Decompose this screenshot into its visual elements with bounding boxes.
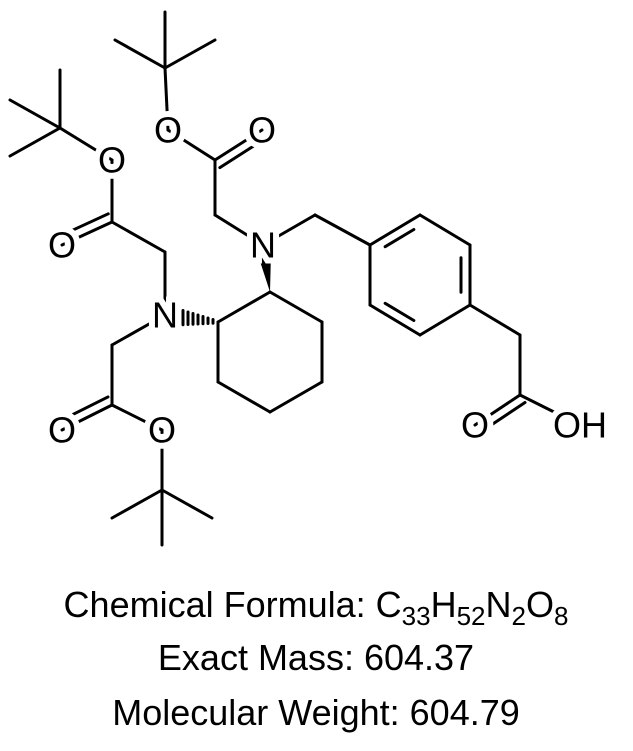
- bond: [110, 313, 167, 347]
- bond: [163, 66, 170, 132]
- bond: [163, 38, 217, 70]
- molecular-weight: Molecular Weight: 604.79: [112, 692, 520, 733]
- formula-label: Chemical Formula:: [64, 584, 366, 625]
- bond: [368, 213, 422, 247]
- bond: [113, 38, 167, 70]
- bond: [478, 400, 527, 434]
- chemical-formula: Chemical Formula: C33H52N2O8: [64, 584, 569, 631]
- atom-label: O: [461, 405, 489, 446]
- formula-element: N: [486, 584, 512, 625]
- formula-subscript: 52: [457, 601, 486, 631]
- atom-label: O: [48, 410, 76, 451]
- formula-element: O: [526, 584, 554, 625]
- bond: [216, 380, 272, 414]
- atom-label: O: [148, 410, 176, 451]
- atom-label: O: [248, 110, 276, 151]
- bond: [213, 128, 264, 162]
- bond: [110, 488, 164, 520]
- formula-element: H: [431, 584, 457, 625]
- formula-subscript: 33: [402, 601, 431, 631]
- bond: [218, 136, 269, 170]
- bond: [268, 290, 324, 324]
- bond: [383, 227, 416, 249]
- bond: [473, 393, 522, 427]
- bond: [383, 301, 416, 323]
- bond: [56, 212, 110, 239]
- atom-label: O: [98, 140, 126, 181]
- bond: [60, 220, 114, 247]
- formula-subscript: 8: [554, 601, 568, 631]
- bond: [8, 126, 62, 158]
- bond: [110, 403, 164, 432]
- bond: [8, 98, 62, 130]
- atom-label: OH: [553, 405, 607, 446]
- atom-label: N: [152, 295, 178, 336]
- wedge-bond: [257, 252, 271, 292]
- bond: [110, 220, 167, 254]
- bond: [261, 213, 317, 247]
- atom-label: O: [48, 225, 76, 266]
- bond: [313, 213, 372, 247]
- bonds: [8, 10, 582, 547]
- bond: [418, 303, 472, 337]
- exact-mass: Exact Mass: 604.37: [158, 637, 474, 678]
- formula-element: C: [376, 584, 402, 625]
- bond: [518, 393, 582, 427]
- bond: [268, 380, 324, 414]
- atom-label: N: [250, 225, 276, 266]
- bond: [166, 128, 217, 162]
- atom-label: O: [154, 110, 182, 151]
- bond: [468, 303, 522, 337]
- bond: [58, 126, 114, 162]
- bond: [60, 403, 114, 432]
- bond: [160, 488, 214, 520]
- formula-subscript: 2: [512, 601, 526, 631]
- bond: [213, 213, 265, 247]
- bond: [216, 290, 272, 324]
- bond: [56, 395, 110, 424]
- bond: [418, 213, 472, 247]
- bond: [368, 303, 422, 337]
